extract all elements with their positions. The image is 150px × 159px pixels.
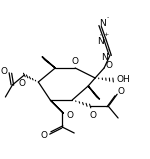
Polygon shape [42,56,55,68]
Polygon shape [88,86,100,99]
Text: '': '' [100,34,103,38]
Text: N: N [101,52,108,62]
Text: +: + [103,32,109,38]
Text: O: O [118,86,125,96]
Text: O: O [106,62,113,70]
Text: O: O [72,58,79,66]
Text: O: O [90,111,97,120]
Polygon shape [50,100,64,113]
Text: OH: OH [116,76,130,84]
Text: O: O [67,111,74,120]
Text: N: N [97,37,103,45]
Text: '': '' [107,48,110,53]
Text: -: - [107,15,109,21]
Text: O: O [19,79,26,87]
Text: O: O [41,131,48,141]
Text: O: O [1,66,8,76]
Text: N: N [99,18,105,28]
